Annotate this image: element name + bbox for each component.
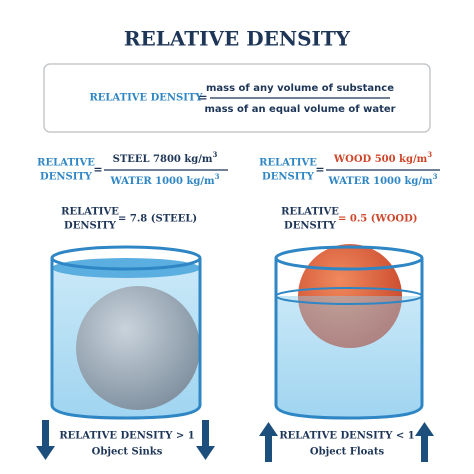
equals: = bbox=[315, 163, 324, 176]
numerator: mass of any volume of substance bbox=[206, 83, 394, 94]
caption: Object Sinks bbox=[92, 447, 163, 458]
equals: = bbox=[198, 91, 207, 104]
caption: RELATIVE DENSITY > 1 bbox=[59, 431, 194, 442]
steel-ball bbox=[76, 286, 200, 410]
numerator: WOOD 500 kg/m3 bbox=[333, 150, 432, 165]
result-label: RELATIVE bbox=[281, 207, 339, 218]
result-value: = 0.5 (WOOD) bbox=[338, 214, 418, 225]
result-label: DENSITY bbox=[64, 221, 117, 232]
label: DENSITY bbox=[262, 172, 315, 183]
result-value: = 7.8 (STEEL) bbox=[118, 214, 197, 225]
text-part: 3 bbox=[427, 150, 432, 159]
label: RELATIVE bbox=[37, 158, 95, 169]
result-label: RELATIVE bbox=[61, 207, 119, 218]
caption: Object Floats bbox=[310, 447, 385, 458]
numerator: STEEL 7800 kg/m3 bbox=[113, 150, 218, 165]
arrows bbox=[36, 420, 434, 462]
caption: RELATIVE DENSITY < 1 bbox=[279, 431, 414, 442]
result-label: DENSITY bbox=[284, 221, 337, 232]
beaker-steel bbox=[50, 245, 202, 420]
label: RELATIVE bbox=[259, 158, 317, 169]
denominator: WATER 1000 kg/m3 bbox=[327, 172, 437, 187]
text-part: WOOD 500 kg/m bbox=[333, 154, 428, 165]
denominator: WATER 1000 kg/m3 bbox=[109, 172, 219, 187]
equals: = bbox=[93, 163, 102, 176]
denominator: mass of an equal volume of water bbox=[204, 104, 395, 115]
text-part: 3 bbox=[215, 172, 220, 181]
label: DENSITY bbox=[40, 172, 93, 183]
text-part: WATER 1000 kg/m bbox=[327, 176, 433, 187]
title: RELATIVE DENSITY bbox=[124, 27, 351, 51]
text-part: 3 bbox=[213, 150, 218, 159]
wood-ball bbox=[298, 244, 402, 348]
text-part: WATER 1000 kg/m bbox=[109, 176, 215, 187]
beaker-wood bbox=[274, 244, 424, 420]
definition-label: RELATIVE DENSITY bbox=[89, 93, 203, 104]
text-part: 3 bbox=[433, 172, 438, 181]
text-part: STEEL 7800 kg/m bbox=[113, 154, 213, 165]
